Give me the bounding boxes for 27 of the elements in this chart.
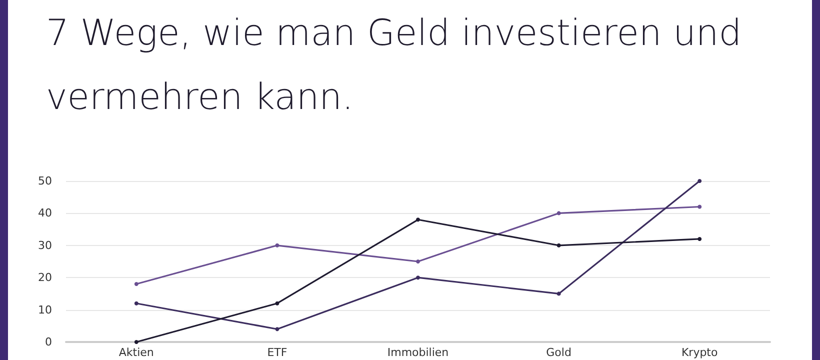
- y-tick-label: 0: [45, 336, 52, 348]
- y-tick-label: 10: [38, 303, 52, 316]
- x-tick-label: Krypto: [681, 346, 718, 359]
- y-tick-label: 40: [38, 206, 52, 220]
- chart-title: 7 Wege, wie man Geld investieren und vermehren kann.: [46, 12, 743, 120]
- point: [556, 243, 561, 248]
- point: [698, 204, 702, 209]
- x-tick-label: Aktien: [118, 346, 154, 359]
- point: [698, 236, 702, 241]
- y-tick-label: 20: [38, 271, 52, 284]
- point: [416, 218, 420, 222]
- point: [698, 179, 702, 183]
- x-tick-label: Immobilien: [387, 346, 449, 359]
- point: [416, 260, 420, 264]
- point: [416, 276, 420, 280]
- point: [556, 211, 561, 216]
- point: [556, 292, 561, 296]
- point: [275, 243, 280, 248]
- point: [275, 301, 280, 306]
- point: [275, 327, 280, 332]
- point: [134, 282, 138, 286]
- y-tick-label: 30: [38, 238, 52, 252]
- point: [134, 301, 138, 306]
- y-tick-label: 50: [38, 174, 52, 188]
- x-tick-label: ETF: [267, 346, 288, 359]
- point: [134, 340, 138, 344]
- x-tick-label: Gold: [546, 346, 572, 359]
